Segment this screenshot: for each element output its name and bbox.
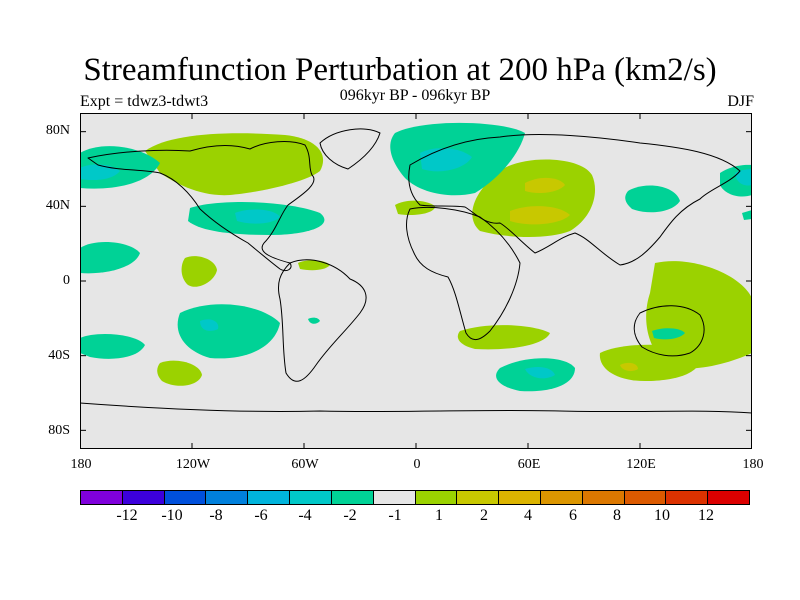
colorbar-label: 6 — [569, 507, 577, 524]
lat-label-40s: 40S — [48, 348, 70, 363]
positive-field-south-africa — [457, 325, 550, 350]
positive-field-north-america — [145, 133, 324, 196]
colorbar-label: -10 — [161, 507, 183, 524]
negative-field-pacific-west — [80, 241, 140, 274]
negative-field-south-pacific-west — [80, 333, 145, 359]
colorbar-label: 2 — [480, 507, 488, 524]
colorbar-label: -1 — [388, 507, 402, 524]
lon-label-60w: 60W — [291, 457, 319, 472]
coastline-eurasia — [408, 134, 741, 266]
positive-core-asia-south — [510, 206, 570, 225]
negative-field-south-pacific-east — [177, 304, 280, 359]
colorbar-box — [624, 491, 667, 504]
positive-field-south-pacific — [157, 360, 202, 386]
positive-field-east-pacific — [181, 256, 217, 287]
colorbar-label: -6 — [254, 507, 268, 524]
positive-field-australia-south — [599, 344, 701, 381]
negative-field-australia — [652, 328, 685, 340]
colorbar-label: 12 — [698, 507, 714, 524]
colorbar-box — [457, 491, 500, 504]
lon-label-120e: 120E — [626, 457, 656, 472]
negative-core-north-america — [235, 209, 280, 224]
coastline-antarctica — [80, 402, 752, 414]
positive-core-australia — [620, 362, 638, 372]
positive-core-asia-north — [525, 177, 565, 193]
colorbar-box — [582, 491, 625, 504]
colorbar-label: 1 — [435, 507, 443, 524]
coastline-africa — [406, 206, 521, 340]
colorbar-label: 4 — [524, 507, 532, 524]
negative-field-south-america-patch — [308, 317, 320, 324]
lat-label-80n: 80N — [45, 123, 70, 138]
lon-label-60e: 60E — [517, 457, 541, 472]
colorbar-box — [248, 491, 291, 504]
colorbar-box — [540, 491, 583, 504]
strong-positive-field-group — [510, 177, 638, 372]
colorbar — [80, 490, 750, 505]
negative-core-south-pacific — [200, 319, 219, 331]
negative-core-north-atlantic — [420, 148, 472, 172]
lat-label-80s: 80S — [48, 423, 70, 438]
negative-field-far-east — [742, 210, 752, 220]
negative-field-east-asia — [625, 185, 680, 213]
coastline-greenland — [319, 128, 381, 170]
colorbar-box — [708, 491, 749, 504]
colorbar-box — [164, 491, 207, 504]
map-panel — [80, 113, 752, 449]
coastline-north-america — [87, 141, 315, 272]
strong-negative-field-group — [80, 148, 752, 379]
colorbar-box — [666, 491, 709, 504]
colorbar-box — [122, 491, 165, 504]
coastline-south-america — [277, 259, 367, 382]
colorbar-label: 10 — [654, 507, 670, 524]
colorbar-label: -12 — [116, 507, 138, 524]
colorbar-box — [499, 491, 541, 504]
lat-label-40n: 40N — [45, 198, 70, 213]
colorbar-box — [373, 491, 416, 504]
lon-label-0: 0 — [413, 457, 421, 472]
colorbar-box — [415, 491, 458, 504]
colorbar-label: -2 — [343, 507, 357, 524]
colorbar-box — [331, 491, 374, 504]
colorbar-box — [290, 491, 332, 504]
negative-core-indian-ocean — [525, 367, 555, 379]
negative-core-north-pacific — [80, 164, 120, 181]
colorbar-box — [81, 491, 123, 504]
lat-label-equator: 0 — [63, 273, 70, 288]
coastline-group — [80, 128, 752, 414]
colorbar-label: 8 — [613, 507, 621, 524]
negative-core-north-pacific-east — [735, 169, 752, 186]
season-label: DJF — [727, 93, 754, 110]
chart-subtitle: 096kyr BP - 096kyr BP — [339, 87, 491, 104]
lon-label-180e: 180 — [742, 457, 764, 472]
lon-label-180w: 180 — [70, 457, 92, 472]
lon-label-120w: 120W — [175, 457, 211, 472]
colorbar-label: -8 — [209, 507, 223, 524]
coastline-australia — [633, 305, 705, 357]
experiment-label: Expt = tdwz3-tdwt3 — [80, 93, 209, 110]
colorbar-label: -4 — [298, 507, 312, 524]
map-tick-marks — [80, 113, 752, 449]
positive-field-caribbean — [298, 260, 330, 271]
colorbar-box — [206, 491, 249, 504]
map-svg — [80, 113, 752, 449]
chart-title: Streamfunction Perturbation at 200 hPa (… — [83, 52, 717, 88]
